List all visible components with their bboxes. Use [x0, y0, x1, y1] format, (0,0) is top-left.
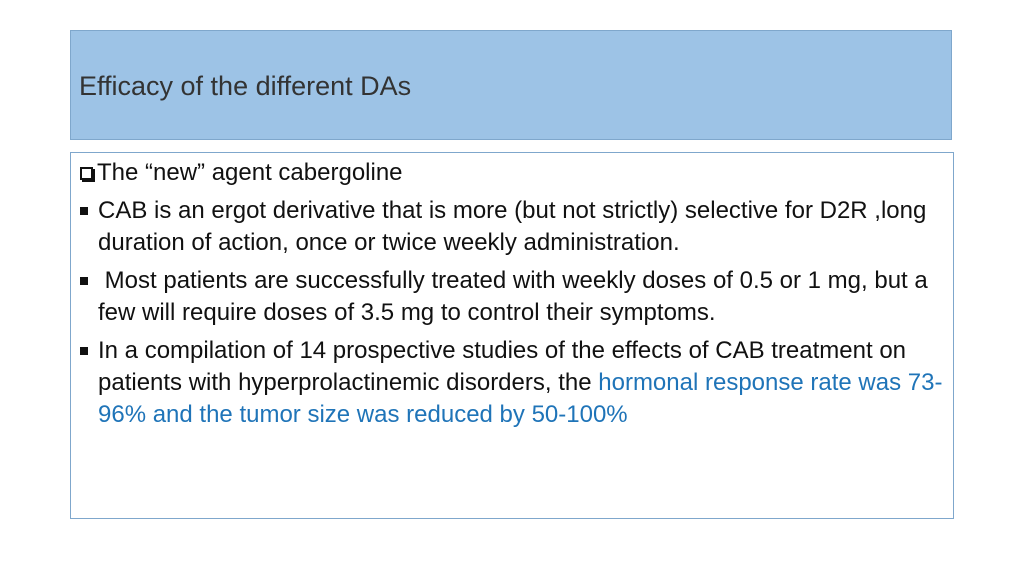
- title-banner: Efficacy of the different DAs: [70, 30, 952, 140]
- content-body: The “new” agent cabergoline CAB is an er…: [79, 157, 945, 431]
- square-bullet-icon: [80, 277, 88, 285]
- checkbox-bullet-icon: [80, 166, 93, 180]
- bullet-text: In a compilation of 14 prospective studi…: [98, 337, 907, 396]
- bullet-item-cab-derivative: CAB is an ergot derivative that is more …: [79, 195, 945, 259]
- bullet-item-compilation-studies: In a compilation of 14 prospective studi…: [79, 335, 945, 431]
- bullet-item-weekly-doses: Most patients are successfully treated w…: [79, 265, 945, 329]
- section-heading-text: The “new” agent cabergoline: [97, 159, 403, 186]
- slide-title: Efficacy of the different DAs: [79, 71, 412, 101]
- bullet-text: CAB is an ergot derivative that is more …: [98, 197, 927, 256]
- content-box: The “new” agent cabergoline CAB is an er…: [70, 152, 954, 519]
- square-bullet-icon: [80, 347, 88, 355]
- square-bullet-icon: [80, 207, 88, 215]
- highlighted-result-text: hormonal response rate was 73-96% and th…: [98, 369, 943, 428]
- bullet-text: Most patients are successfully treated w…: [98, 267, 935, 326]
- section-heading: The “new” agent cabergoline: [79, 157, 945, 189]
